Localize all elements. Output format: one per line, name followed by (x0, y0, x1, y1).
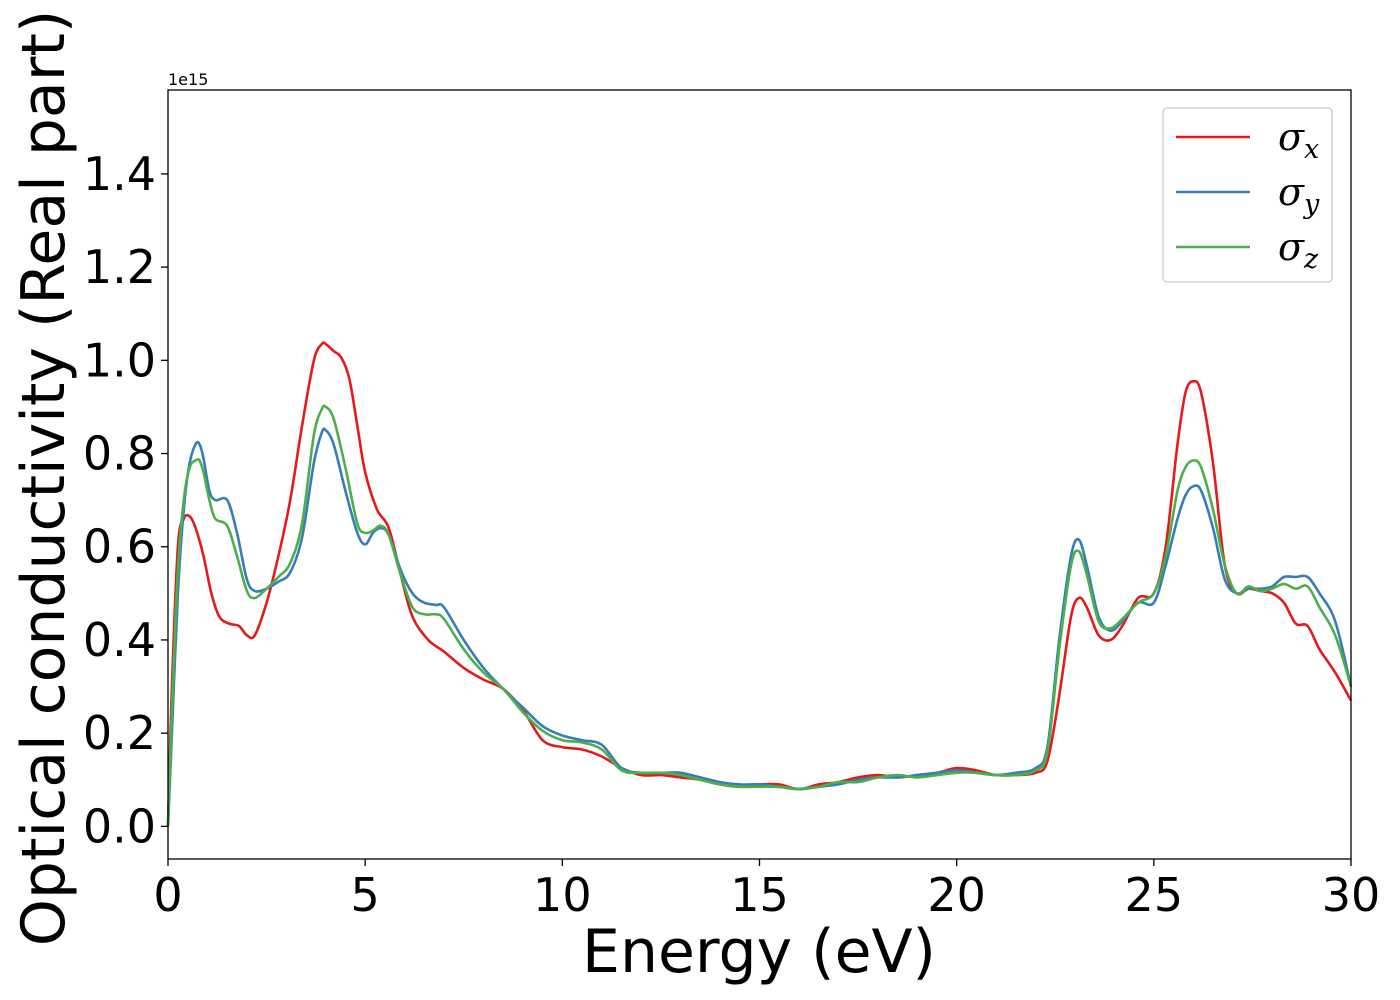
y-tick-label: 1.0 (83, 333, 156, 387)
y-axis: 0.0 0.2 0.4 0.6 0.8 1.0 1.2 1.4 (83, 147, 168, 853)
y-axis-label: Optical conductivity (Real part) (9, 10, 79, 947)
legend-label-x: σx (1278, 115, 1319, 165)
y-tick-label: 0.4 (83, 613, 156, 667)
y-tick-label: 1.2 (83, 240, 156, 294)
x-tick-label: 5 (351, 868, 380, 922)
series-layer (166, 341, 1353, 827)
x-tick-label: 30 (1322, 868, 1381, 922)
legend-box (1162, 107, 1333, 283)
x-axis-label: Energy (eV) (582, 917, 936, 987)
y-tick-label: 0.0 (83, 799, 156, 853)
y-tick-label: 0.8 (83, 427, 156, 481)
y-tick-label: 1.4 (83, 147, 156, 201)
x-tick-label: 20 (927, 868, 986, 922)
legend-label-y: σy (1278, 170, 1320, 220)
x-axis: 0 5 10 15 20 25 30 (153, 859, 1380, 922)
x-tick-label: 0 (153, 868, 182, 922)
x-tick-label: 10 (533, 868, 592, 922)
series-line-x (166, 341, 1353, 827)
y-tick-label: 0.6 (83, 520, 156, 574)
series-line-z (166, 404, 1353, 827)
y-tick-label: 0.2 (83, 706, 156, 760)
x-tick-label: 15 (730, 868, 789, 922)
y-offset-text: 1e15 (168, 70, 208, 89)
x-tick-label: 25 (1125, 868, 1184, 922)
legend-label-z: σz (1278, 225, 1319, 275)
